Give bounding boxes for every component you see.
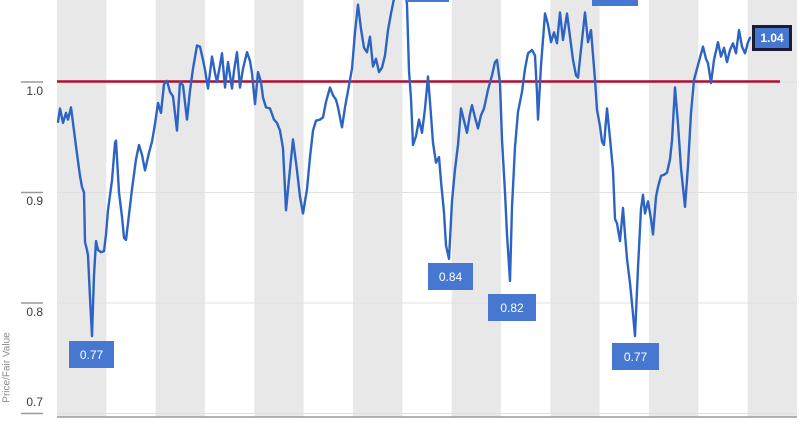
- value-badge: 0.77: [612, 343, 659, 370]
- value-badge: 0.82: [488, 294, 536, 321]
- clipped-value-badge: [592, 0, 638, 6]
- y-tick-label: 0.8: [26, 305, 43, 319]
- y-axis-title: Price/Fair Value: [1, 332, 13, 403]
- year-band: [254, 0, 304, 417]
- value-badge: 0.84: [428, 263, 473, 290]
- clipped-value-badge: [408, 0, 449, 2]
- price-fair-value-line: [56, 0, 752, 338]
- y-tick-label: 1.0: [26, 84, 43, 98]
- year-band: [155, 0, 205, 417]
- y-tick-label: 0.9: [26, 194, 43, 208]
- year-band: [747, 0, 797, 417]
- y-tick-label: 0.7: [26, 395, 43, 409]
- year-band: [550, 0, 600, 417]
- current-value-badge: 1.04: [752, 25, 792, 51]
- year-band: [451, 0, 501, 417]
- value-badge: 0.77: [69, 341, 114, 368]
